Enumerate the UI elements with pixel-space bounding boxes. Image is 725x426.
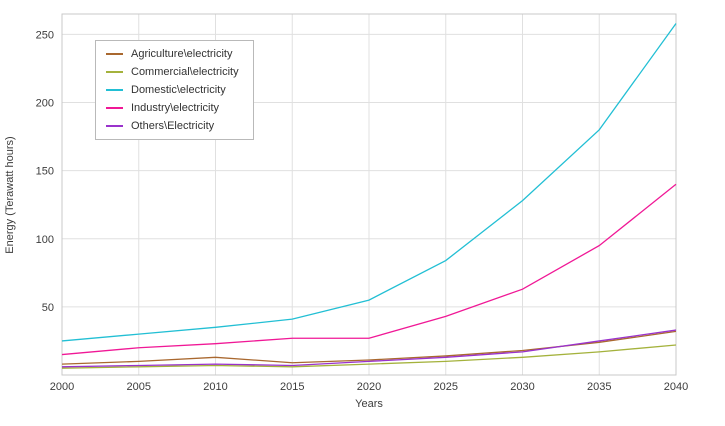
series-line-domestic-electricity xyxy=(61,23,677,342)
legend-line-swatch xyxy=(106,53,123,55)
x-axis-tick-label: 2020 xyxy=(357,381,381,393)
legend-line-swatch xyxy=(106,107,123,109)
x-axis-tick-label: 2025 xyxy=(434,381,458,393)
x-axis-tick-label: 2015 xyxy=(280,381,304,393)
chart-legend: Agriculture\electricity Commercial\electr… xyxy=(95,40,254,140)
legend-item: Domestic\electricity xyxy=(106,84,239,96)
y-axis-tick-label: 150 xyxy=(36,166,54,178)
y-axis-tick-label: 250 xyxy=(36,29,54,41)
legend-label: Commercial\electricity xyxy=(131,66,239,78)
legend-label: Domestic\electricity xyxy=(131,84,226,96)
y-axis-tick-label: 50 xyxy=(42,302,54,314)
legend-line-swatch xyxy=(106,125,123,127)
x-axis-label: Years xyxy=(355,398,383,410)
legend-line-swatch xyxy=(106,89,123,91)
series-line-industry-electricity xyxy=(61,183,677,356)
legend-item: Industry\electricity xyxy=(106,102,239,114)
x-axis-tick-label: 2005 xyxy=(127,381,151,393)
y-axis-tick-label: 100 xyxy=(36,234,54,246)
plot-border xyxy=(61,13,677,376)
x-axis-tick-label: 2040 xyxy=(664,381,688,393)
legend-label: Agriculture\electricity xyxy=(131,48,233,60)
x-axis-tick-label: 2010 xyxy=(203,381,227,393)
series-line-commercial-electricity xyxy=(61,344,677,369)
legend-item: Agriculture\electricity xyxy=(106,48,239,60)
series-line-others-electricity xyxy=(61,329,677,368)
x-axis-tick-label: 2000 xyxy=(50,381,74,393)
legend-item: Commercial\electricity xyxy=(106,66,239,78)
y-axis-label: Energy (Terawatt hours) xyxy=(4,136,16,254)
legend-line-swatch xyxy=(106,71,123,73)
x-axis-tick-label: 2035 xyxy=(587,381,611,393)
legend-label: Industry\electricity xyxy=(131,102,220,114)
legend-item: Others\Electricity xyxy=(106,120,239,132)
x-axis-tick-label: 2030 xyxy=(510,381,534,393)
legend-label: Others\Electricity xyxy=(131,120,215,132)
y-axis-tick-label: 200 xyxy=(36,98,54,110)
